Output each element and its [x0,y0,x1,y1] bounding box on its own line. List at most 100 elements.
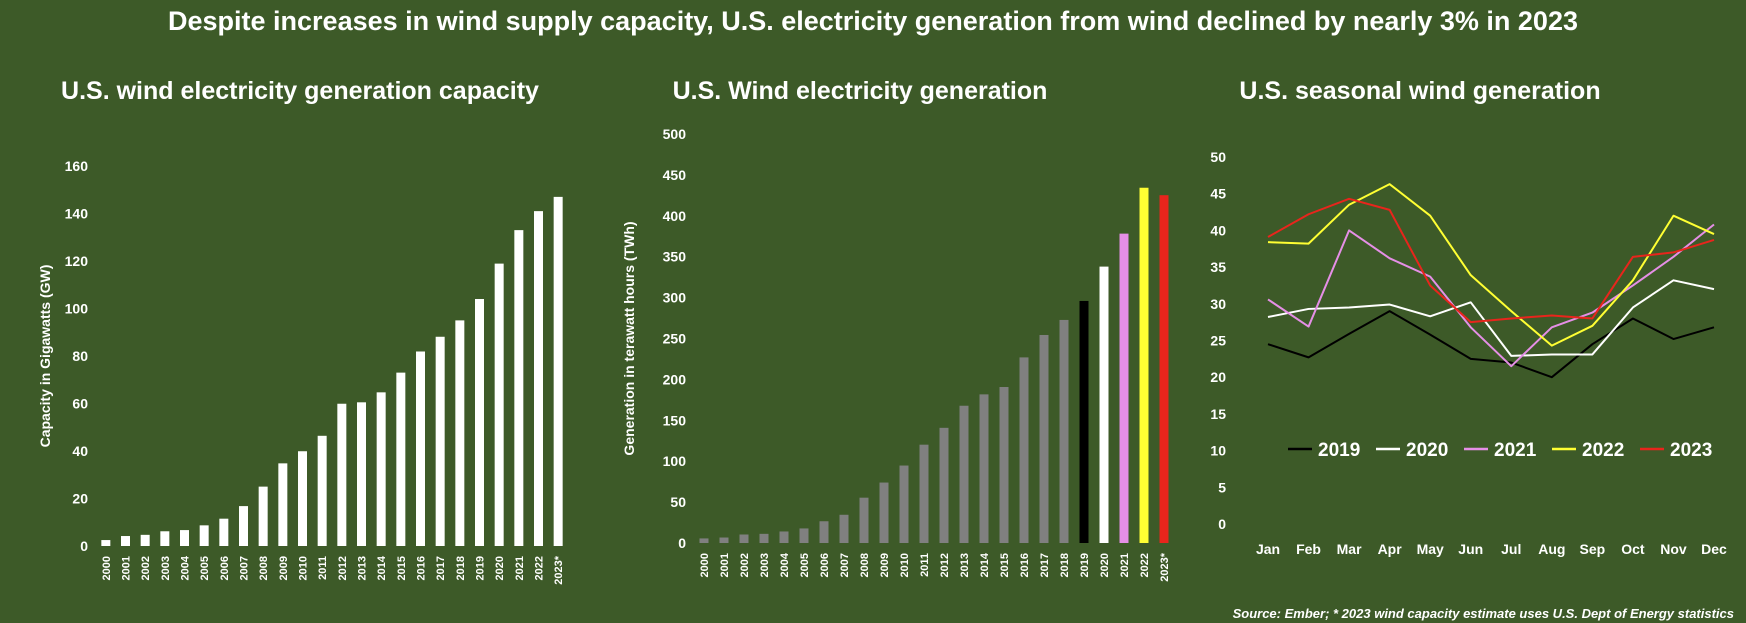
y-tick-label: 450 [663,167,687,183]
y-axis-label: Generation in terawatt hours (TWh) [621,221,637,455]
bar-2013 [959,405,969,543]
x-tick-label: 2014 [376,555,388,580]
y-tick-label: 350 [663,249,687,265]
bar-2011 [317,435,327,546]
y-tick-label: 400 [663,208,687,224]
bar-2023* [1159,195,1169,543]
bar-2000 [699,538,709,543]
y-tick-label: 80 [72,348,88,364]
y-tick-label: 25 [1210,333,1226,349]
bar-2020 [1099,266,1109,543]
bar-2010 [899,465,909,543]
bar-2019 [475,299,484,546]
series-line-2022 [1267,183,1715,347]
x-tick-label: Nov [1660,541,1687,557]
bar-2007 [239,506,248,546]
x-tick-label: 2013 [357,556,369,580]
bar-2017 [1039,334,1049,543]
bar-2010 [298,451,307,546]
x-tick-label: 2016 [1019,553,1031,577]
y-tick-label: 35 [1210,259,1226,275]
legend-label: 2019 [1318,440,1360,461]
source-note: Source: Ember; * 2023 wind capacity esti… [1232,606,1734,621]
x-tick-label: Dec [1701,541,1727,557]
x-tick-label: 2001 [121,556,133,580]
x-tick-label: 2007 [839,553,851,577]
y-tick-label: 250 [663,331,687,347]
y-tick-label: 40 [72,443,88,459]
x-tick-label: 2011 [919,553,931,577]
bar-2018 [1059,319,1069,543]
x-tick-label: 2013 [959,553,971,577]
y-axis-label: Capacity in Gigawatts (GW) [37,265,53,448]
bar-2002 [739,534,749,543]
x-tick-label: Apr [1378,541,1403,557]
x-tick-label: 2002 [140,556,152,580]
generation-chart-title: U.S. Wind electricity generation [672,77,1048,105]
y-tick-label: 0 [80,538,88,554]
y-tick-label: 120 [65,253,89,269]
bar-2022 [534,211,543,546]
x-tick-label: Aug [1538,541,1565,557]
page-title: Despite increases in wind supply capacit… [168,6,1578,36]
bar-2006 [219,518,229,546]
bar-2003 [759,533,769,543]
bar-2013 [357,402,366,546]
x-tick-label: 2012 [337,556,349,580]
x-tick-label: 2018 [1059,553,1071,577]
x-tick-label: 2000 [699,553,711,577]
x-tick-label: 2011 [317,556,329,580]
series-line-2023 [1267,197,1715,324]
x-tick-label: 2004 [180,555,192,580]
bar-2019 [1079,300,1089,543]
bar-2004 [180,530,189,546]
x-tick-label: 2019 [1079,553,1091,577]
x-tick-label: Jun [1458,541,1483,557]
bar-2021 [514,230,524,546]
x-tick-label: 2008 [859,553,871,577]
bar-2023* [553,196,563,546]
bar-2014 [376,392,386,546]
bar-2014 [979,394,989,543]
bar-2008 [258,486,268,546]
x-tick-label: 2021 [514,556,526,580]
bar-2018 [455,320,465,546]
y-tick-label: 500 [663,126,687,142]
x-tick-label: 2009 [879,553,891,577]
bar-2003 [160,531,170,546]
x-tick-label: 2014 [979,552,991,577]
x-tick-label: 2005 [799,553,811,577]
x-tick-label: Jan [1256,541,1280,557]
x-tick-label: Oct [1621,541,1645,557]
bar-2009 [278,463,288,546]
y-tick-label: 15 [1210,406,1226,422]
y-tick-label: 50 [670,494,686,510]
x-tick-label: 2010 [298,556,310,580]
y-tick-label: 20 [72,491,88,507]
bar-2022 [1139,187,1149,543]
bar-2009 [879,482,889,543]
capacity-chart-title: U.S. wind electricity generation capacit… [61,77,539,105]
y-tick-label: 20 [1210,369,1226,385]
bar-2012 [337,403,347,546]
series-line-2020 [1267,279,1715,357]
x-tick-label: 2005 [199,556,211,580]
series-line-2019 [1267,310,1715,379]
x-tick-label: 2004 [779,552,791,577]
x-tick-label: Mar [1337,541,1362,557]
x-tick-label: 2007 [239,556,251,580]
x-tick-label: 2015 [396,556,408,580]
y-tick-label: 200 [663,371,687,387]
bar-2000 [101,540,111,546]
x-tick-label: 2020 [494,556,506,580]
bar-2006 [819,521,829,543]
x-tick-label: 2021 [1119,553,1131,577]
bar-2015 [999,387,1009,543]
legend-label: 2020 [1406,440,1448,461]
bar-2021 [1119,233,1129,544]
x-tick-label: 2020 [1099,553,1111,577]
x-tick-label: 2018 [455,556,467,580]
bar-2015 [396,372,406,546]
y-tick-label: 300 [663,290,687,306]
